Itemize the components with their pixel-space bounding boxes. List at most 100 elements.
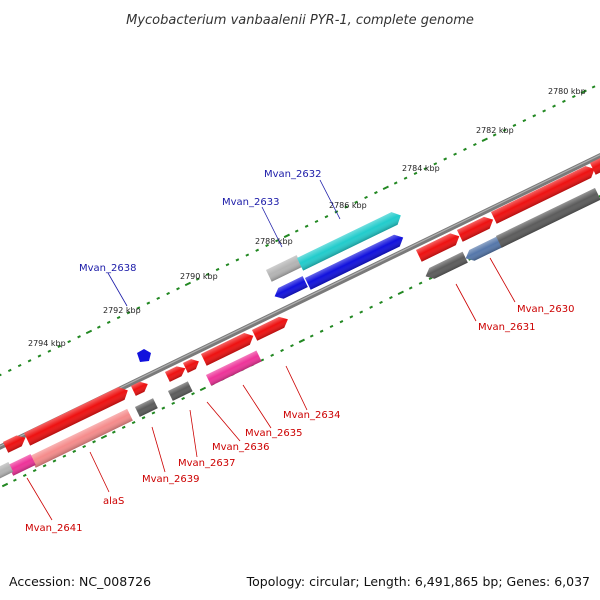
- ruler-tick: [275, 239, 279, 243]
- feature-mvan-2635[interactable]: [201, 330, 256, 366]
- ruler-tick: [270, 353, 275, 357]
- gene-label-mvan-2635[interactable]: Mvan_2635: [245, 428, 302, 439]
- ruler-tick: [215, 267, 220, 272]
- ruler-tick: [359, 310, 364, 314]
- ruler-tick: [552, 104, 556, 108]
- feature-light-gray[interactable]: [266, 255, 303, 282]
- ruler-tick: [0, 373, 2, 377]
- gene-label-mvan-2631[interactable]: Mvan_2631: [478, 322, 535, 333]
- feature-red-c[interactable]: [590, 154, 600, 175]
- ruler-tick: [136, 306, 141, 310]
- ruler-tick: [423, 167, 428, 171]
- feature-red-a[interactable]: [457, 214, 496, 242]
- ruler-tick: [522, 118, 527, 123]
- ruler-tick: [403, 176, 408, 180]
- ruler-tick: [418, 281, 423, 285]
- ruler-tick: [176, 287, 180, 291]
- gene-label-alas[interactable]: alaS: [103, 496, 124, 507]
- gene-label-mvan-2641[interactable]: Mvan_2641: [25, 523, 82, 534]
- ruler-tick: [290, 344, 294, 348]
- feature-gray-a[interactable]: [423, 251, 468, 282]
- feature-mvan-2634[interactable]: [252, 314, 291, 341]
- ruler-tick: [57, 344, 62, 348]
- ruler-tick: [298, 338, 305, 344]
- ruler-tick: [591, 85, 596, 89]
- ruler-tick: [562, 99, 566, 103]
- feature-red-b[interactable]: [491, 163, 597, 224]
- feature-mvan-2631[interactable]: [416, 230, 462, 262]
- feature-salmon[interactable]: [30, 408, 133, 468]
- ruler-tick: [52, 459, 57, 463]
- ruler-tick: [433, 162, 438, 166]
- ruler-tick: [151, 411, 156, 415]
- ruler-tick: [329, 324, 334, 329]
- gene-label-mvan-2634[interactable]: Mvan_2634: [283, 410, 340, 421]
- ruler-tick: [349, 315, 354, 319]
- ruler-tick: [364, 195, 368, 200]
- feature-mvan-2638-marker[interactable]: [137, 349, 151, 362]
- scale-labels: 2780 kbp 2782 kbp 2784 kbp 2786 kbp 2788…: [28, 87, 586, 348]
- gene-label-mvan-2637[interactable]: Mvan_2637: [178, 458, 235, 469]
- ruler-tick: [379, 300, 383, 305]
- ruler-tick: [512, 123, 517, 127]
- feature-blue-long[interactable]: [305, 232, 406, 290]
- ruler-tick: [126, 311, 131, 315]
- ruler-tick: [85, 329, 93, 335]
- ruler-tick: [82, 444, 87, 449]
- feature-gray-c[interactable]: [168, 381, 193, 401]
- ruler-tick: [294, 229, 299, 233]
- ruler-tick: [42, 464, 47, 468]
- scale-label-2792: 2792 kbp: [103, 306, 141, 315]
- ruler-tick: [116, 315, 121, 320]
- ruler-tick: [195, 277, 200, 281]
- ruler-tick: [393, 181, 398, 185]
- ruler-tick: [27, 359, 32, 363]
- genome-summary-text: Topology: circular; Length: 6,491,865 bp…: [246, 574, 590, 589]
- ruler-tick: [166, 291, 170, 296]
- ruler-tick: [344, 205, 349, 209]
- feature-mvan-2639[interactable]: [131, 379, 150, 396]
- ruler-tick: [453, 152, 457, 156]
- scale-label-2782: 2782 kbp: [476, 126, 514, 135]
- ruler-tick: [408, 286, 413, 290]
- ruler-tick: [283, 233, 290, 239]
- feature-alas[interactable]: [24, 384, 131, 446]
- ruler-tick: [339, 320, 344, 324]
- ruler-tick: [191, 392, 195, 396]
- ruler-tick: [389, 296, 393, 300]
- ruler-tick: [374, 191, 378, 195]
- ruler-tick: [171, 401, 176, 405]
- ruler-tick: [111, 430, 116, 434]
- feature-mvan-2632-teal[interactable]: [297, 209, 404, 271]
- gene-label-mvan-2633[interactable]: Mvan_2633: [222, 197, 279, 208]
- feature-mvan-2641[interactable]: [3, 432, 28, 453]
- ruler-tick: [492, 133, 497, 137]
- feature-pink-b[interactable]: [8, 454, 36, 476]
- scale-label-2794: 2794 kbp: [28, 339, 66, 348]
- feature-pink-a[interactable]: [206, 350, 262, 386]
- feature-mvan-2637[interactable]: [183, 356, 201, 373]
- feature-gray-b[interactable]: [496, 187, 600, 248]
- gene-label-mvan-2632[interactable]: Mvan_2632: [264, 169, 321, 180]
- gene-label-mvan-2630[interactable]: Mvan_2630: [517, 304, 574, 315]
- ruler-tick: [354, 200, 359, 204]
- gene-label-mvan-2636[interactable]: Mvan_2636: [212, 442, 269, 453]
- ruler-tick: [580, 89, 587, 94]
- feature-mvan-2633[interactable]: [272, 276, 308, 302]
- feature-gray-d[interactable]: [135, 398, 158, 417]
- gene-label-mvan-2639[interactable]: Mvan_2639: [142, 474, 199, 485]
- ruler-tick: [72, 449, 77, 453]
- ruler-tick: [92, 440, 96, 444]
- feature-blue-gray[interactable]: [463, 235, 505, 264]
- ruler-tick: [22, 473, 27, 477]
- feature-mvan-2636[interactable]: [165, 363, 188, 382]
- ruler-tick: [161, 406, 166, 410]
- feature-gray-edge[interactable]: [0, 462, 14, 479]
- ruler-tick: [146, 301, 151, 305]
- ruler-tick: [67, 339, 72, 344]
- ruler-tick: [13, 478, 17, 482]
- ruler-tick: [413, 171, 418, 176]
- ruler-tick: [265, 243, 269, 248]
- ruler-tick: [369, 305, 374, 309]
- gene-label-mvan-2638[interactable]: Mvan_2638: [79, 263, 136, 274]
